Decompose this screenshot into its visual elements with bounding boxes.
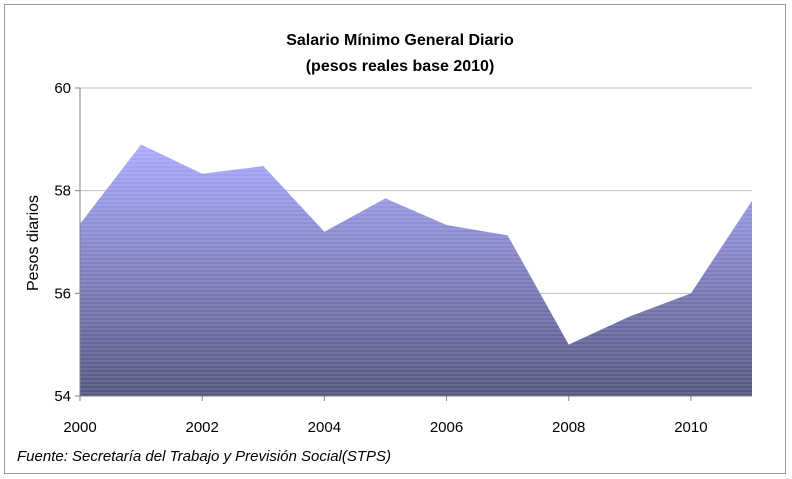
y-tick-label-58: 58 — [54, 183, 71, 200]
chart-subtitle: (pesos reales base 2010) — [306, 58, 495, 75]
x-tick-label-2000: 2000 — [63, 419, 96, 436]
axes — [75, 87, 752, 401]
y-tick-label-56: 56 — [54, 285, 71, 302]
source-note: Fuente: Secretaría del Trabajo y Previsi… — [17, 448, 391, 465]
chart-title: Salario Mínimo General Diario — [286, 32, 514, 49]
x-tick-label-2004: 2004 — [308, 419, 341, 436]
x-tick-label-2008: 2008 — [552, 419, 585, 436]
x-tick-label-2002: 2002 — [185, 419, 218, 436]
y-tick-label-54: 54 — [54, 388, 71, 405]
area-series — [80, 144, 752, 396]
y-axis-label: Pesos diarios — [25, 195, 42, 291]
y-tick-labels: 54 56 58 60 — [54, 80, 71, 405]
x-tick-label-2010: 2010 — [674, 419, 707, 436]
x-tick-label-2006: 2006 — [430, 419, 463, 436]
area-texture — [80, 144, 752, 396]
y-tick-label-60: 60 — [54, 80, 71, 97]
x-tick-labels: 2000 2002 2004 2006 2008 2010 — [63, 419, 707, 436]
